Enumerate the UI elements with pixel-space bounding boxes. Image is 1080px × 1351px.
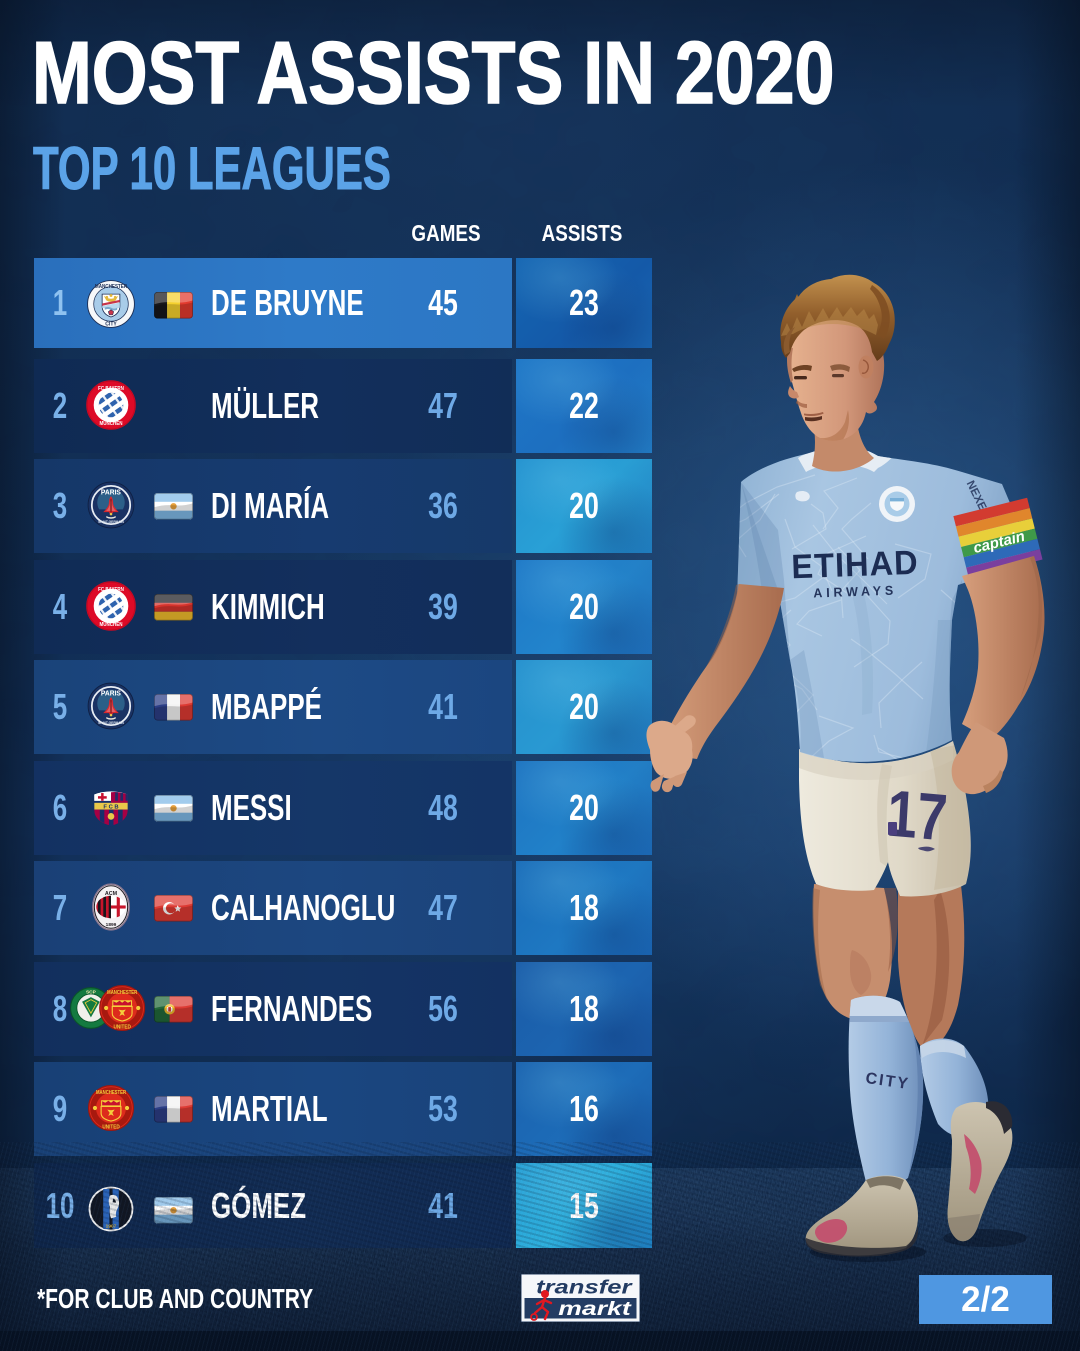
svg-text:transfer: transfer bbox=[536, 1277, 633, 1298]
svg-text:FC BAYERN: FC BAYERN bbox=[98, 587, 124, 593]
svg-text:SAINT-GERMAIN: SAINT-GERMAIN bbox=[98, 520, 124, 524]
svg-text:MÜNCHEN: MÜNCHEN bbox=[100, 420, 124, 427]
svg-text:MÜNCHEN: MÜNCHEN bbox=[100, 621, 124, 628]
svg-text:17: 17 bbox=[885, 775, 949, 854]
svg-text:1907: 1907 bbox=[106, 1223, 117, 1229]
svg-text:MANCHESTER: MANCHESTER bbox=[95, 284, 128, 290]
svg-text:1899: 1899 bbox=[106, 922, 117, 928]
svg-text:MANCHESTER: MANCHESTER bbox=[96, 1090, 127, 1097]
svg-text:AIRWAYS: AIRWAYS bbox=[813, 582, 897, 600]
svg-text:SAINT-GERMAIN: SAINT-GERMAIN bbox=[98, 721, 124, 725]
svg-text:PARIS: PARIS bbox=[101, 489, 121, 496]
svg-text:CITY: CITY bbox=[105, 321, 117, 327]
svg-text:F C B: F C B bbox=[103, 805, 118, 811]
svg-text:CITY: CITY bbox=[864, 1070, 910, 1093]
svg-text:ETIHAD: ETIHAD bbox=[791, 544, 919, 586]
svg-text:MANCHESTER: MANCHESTER bbox=[107, 990, 138, 997]
svg-text:ACM: ACM bbox=[105, 891, 118, 897]
svg-text:UNITED: UNITED bbox=[102, 1124, 120, 1130]
svg-text:markt: markt bbox=[558, 1298, 632, 1319]
svg-text:FC BAYERN: FC BAYERN bbox=[98, 386, 124, 392]
svg-text:PARIS: PARIS bbox=[101, 690, 121, 697]
svg-text:UNITED: UNITED bbox=[113, 1024, 131, 1030]
svg-text:SCP: SCP bbox=[86, 989, 97, 995]
